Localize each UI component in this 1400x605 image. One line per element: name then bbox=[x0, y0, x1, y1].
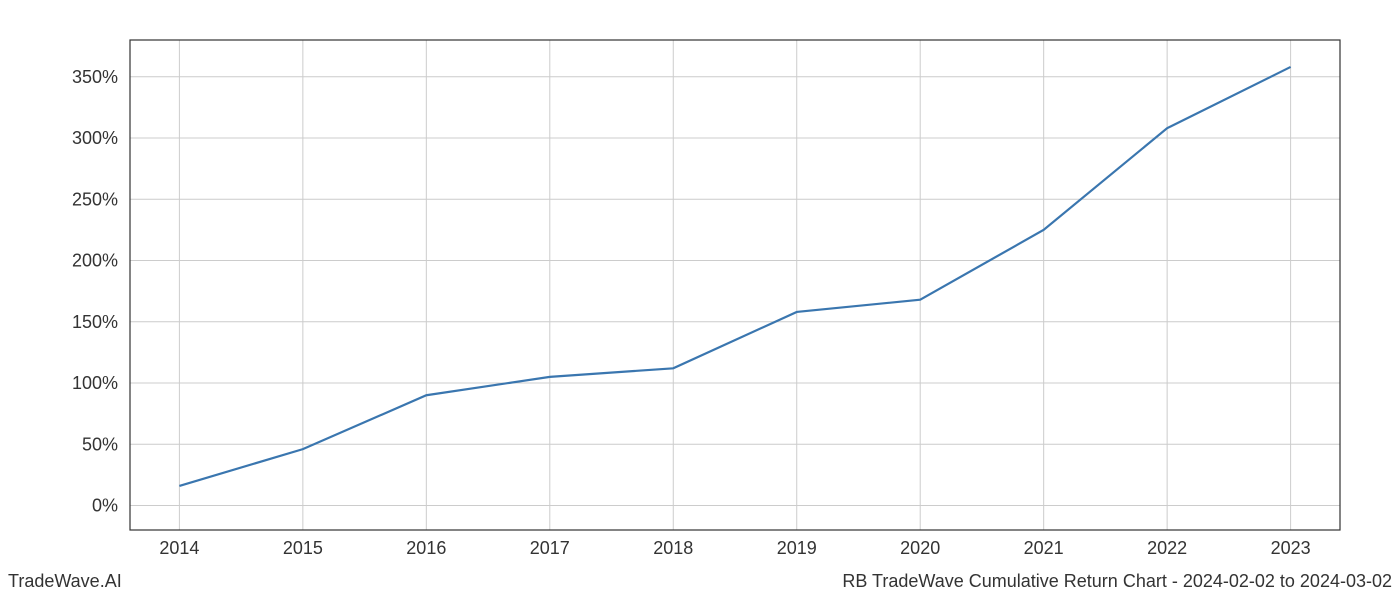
y-tick-label: 0% bbox=[92, 496, 118, 516]
plot-border bbox=[130, 40, 1340, 530]
x-tick-label: 2023 bbox=[1271, 538, 1311, 558]
y-tick-label: 300% bbox=[72, 128, 118, 148]
y-tick-label: 150% bbox=[72, 312, 118, 332]
x-tick-label: 2022 bbox=[1147, 538, 1187, 558]
y-tick-label: 250% bbox=[72, 189, 118, 209]
y-tick-label: 200% bbox=[72, 251, 118, 271]
y-tick-label: 350% bbox=[72, 67, 118, 87]
footer-right-text: RB TradeWave Cumulative Return Chart - 2… bbox=[842, 571, 1392, 592]
footer-left-text: TradeWave.AI bbox=[8, 571, 122, 592]
x-tick-label: 2016 bbox=[406, 538, 446, 558]
y-tick-label: 100% bbox=[72, 373, 118, 393]
chart-container: 2014 2015 2016 2017 2018 2019 2020 2021 2022 2023… bbox=[0, 0, 1400, 600]
x-tick-label: 2021 bbox=[1024, 538, 1064, 558]
x-tick-label: 2019 bbox=[777, 538, 817, 558]
x-tick-label: 2018 bbox=[653, 538, 693, 558]
series-line bbox=[179, 67, 1290, 486]
y-tick-label: 50% bbox=[82, 434, 118, 454]
line-chart: 2014 2015 2016 2017 2018 2019 2020 2021 2022 2023… bbox=[0, 0, 1400, 600]
x-tick-label: 2017 bbox=[530, 538, 570, 558]
x-tick-label: 2015 bbox=[283, 538, 323, 558]
x-tick-label: 2020 bbox=[900, 538, 940, 558]
x-tick-label: 2014 bbox=[159, 538, 199, 558]
